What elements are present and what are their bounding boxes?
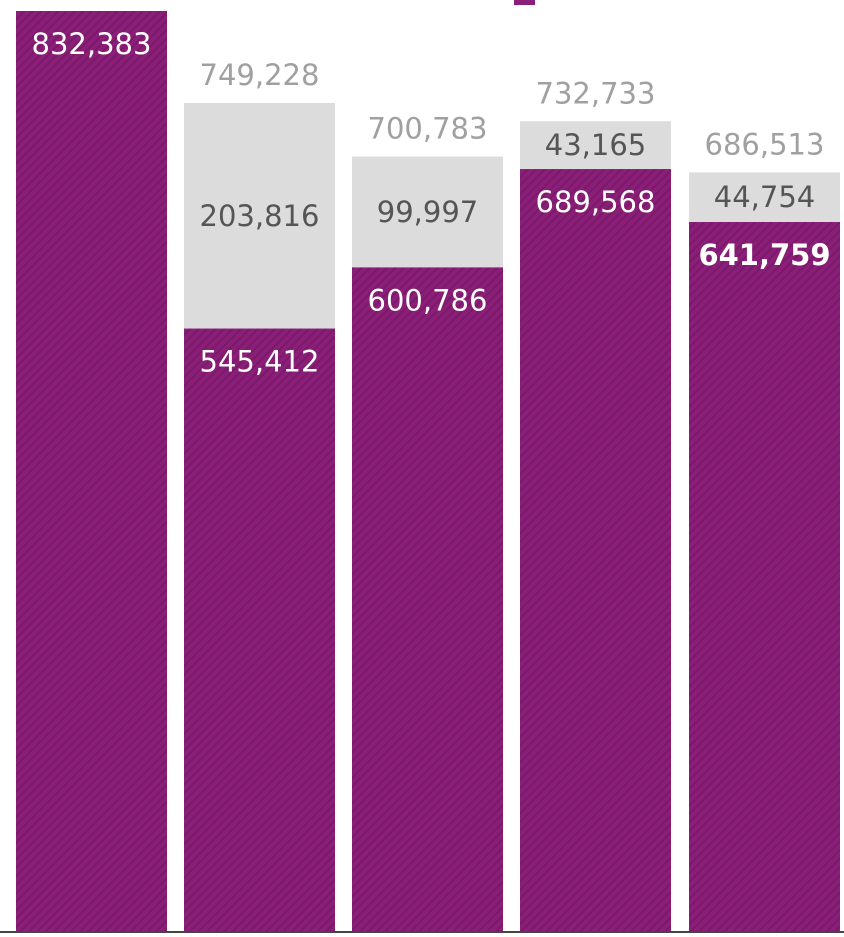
- primary-value-label-1: 832,383: [32, 27, 152, 61]
- bar-segment-secondary-5: [689, 172, 840, 222]
- total-label-4: 732,733: [536, 76, 656, 110]
- bar-segment-primary-4: [520, 169, 671, 932]
- primary-value-label-2: 545,412: [200, 345, 320, 379]
- primary-value-label-3: 600,786: [368, 283, 488, 317]
- bar-segment-secondary-2: [184, 103, 335, 329]
- bar-segment-primary-1: [16, 11, 167, 932]
- bar-segment-secondary-4: [520, 121, 671, 170]
- secondary-value-label-2: 203,816: [200, 199, 320, 233]
- secondary-value-label-5: 44,754: [714, 180, 815, 214]
- bar-segment-secondary-3: [352, 156, 503, 268]
- total-label-3: 700,783: [368, 112, 488, 146]
- bar-segment-primary-3: [352, 267, 503, 932]
- primary-value-label-4: 689,568: [536, 185, 656, 219]
- top-accent-mark: [514, 0, 535, 5]
- primary-value-label-5: 641,759: [698, 238, 830, 272]
- total-label-2: 749,228: [200, 58, 320, 92]
- bar-segment-primary-2: [184, 328, 335, 932]
- secondary-value-label-3: 99,997: [377, 195, 478, 229]
- bar-segment-primary-5: [689, 221, 840, 932]
- secondary-value-label-4: 43,165: [545, 128, 646, 162]
- total-label-5: 686,513: [705, 127, 825, 161]
